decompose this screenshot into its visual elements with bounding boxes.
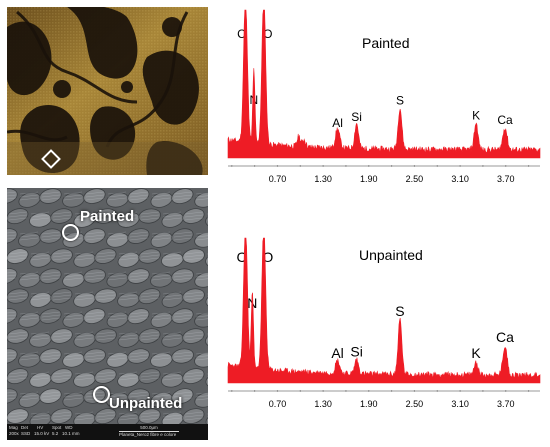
- x-tick-label: 3.10: [451, 399, 469, 409]
- spectrum-title: Unpainted: [359, 247, 423, 263]
- x-tick-label: 1.30: [314, 399, 332, 409]
- sem-micrograph: Painted Unpainted Mag Det HV Spot WD 200…: [7, 188, 208, 440]
- peak-label-o: O: [262, 249, 273, 265]
- info-hv-label: HV: [37, 425, 44, 430]
- info-caption: Planeta_Nero2 fibre e colore: [119, 432, 177, 437]
- x-tick-label: 3.10: [451, 174, 469, 184]
- peak-label-al: Al: [331, 345, 343, 361]
- unpainted-label: Unpainted: [109, 395, 183, 412]
- painted-label: Painted: [80, 208, 135, 225]
- peak-label-ca: Ca: [497, 113, 513, 127]
- info-spot-label: Spot: [52, 425, 62, 430]
- x-tick-label: 3.70: [497, 399, 515, 409]
- sample-location-marker: [41, 149, 61, 169]
- info-mag-label: Mag: [9, 425, 18, 430]
- x-tick-label: 3.70: [497, 174, 515, 184]
- painted-marker-circle: [62, 224, 79, 241]
- info-spot-value: 5.2: [52, 431, 59, 436]
- info-wd-value: 10.1 mm: [62, 431, 80, 436]
- unpainted-marker-circle: [93, 386, 110, 403]
- sem-info-bar: Mag Det HV Spot WD 200x SSD 15.0 kV 5.2 …: [7, 424, 208, 440]
- eds-spectrum-unpainted: Unpainted 0.701.301.902.503.103.70 CONAl…: [227, 237, 541, 409]
- spectrum-trace: [227, 9, 541, 159]
- peak-label-ca: Ca: [496, 329, 514, 345]
- peak-label-o: O: [263, 27, 272, 41]
- info-det-label: Det: [21, 425, 29, 430]
- x-tick-label: 0.70: [269, 174, 287, 184]
- eds-spectrum-painted: Painted 0.701.301.902.503.103.70 CONAlSi…: [227, 9, 541, 184]
- info-det-value: SSD: [21, 431, 31, 436]
- spectrum-trace: [227, 237, 541, 384]
- peak-label-c: C: [237, 27, 246, 41]
- info-mag-value: 200x: [9, 431, 19, 436]
- peak-label-s: S: [396, 94, 404, 108]
- textile-photo-image: [7, 7, 208, 175]
- scale-bar: 500.0μm: [119, 425, 179, 432]
- peak-label-si: Si: [351, 110, 362, 124]
- peak-label-al: Al: [332, 116, 343, 130]
- x-tick-label: 2.50: [406, 399, 424, 409]
- textile-photo: [7, 7, 208, 175]
- x-tick-label: 1.90: [360, 399, 378, 409]
- peak-label-si: Si: [350, 344, 362, 360]
- spectrum-title: Painted: [362, 35, 409, 51]
- peak-label-c: C: [236, 249, 246, 265]
- x-tick-label: 2.50: [406, 174, 424, 184]
- x-tick-label: 0.70: [269, 399, 287, 409]
- peak-label-k: K: [472, 108, 480, 122]
- peak-label-k: K: [471, 345, 481, 361]
- x-tick-label: 1.90: [360, 174, 378, 184]
- info-wd-label: WD: [65, 425, 73, 430]
- peak-label-s: S: [395, 303, 404, 319]
- x-tick-label: 1.30: [314, 174, 332, 184]
- info-hv-value: 15.0 kV: [34, 431, 50, 436]
